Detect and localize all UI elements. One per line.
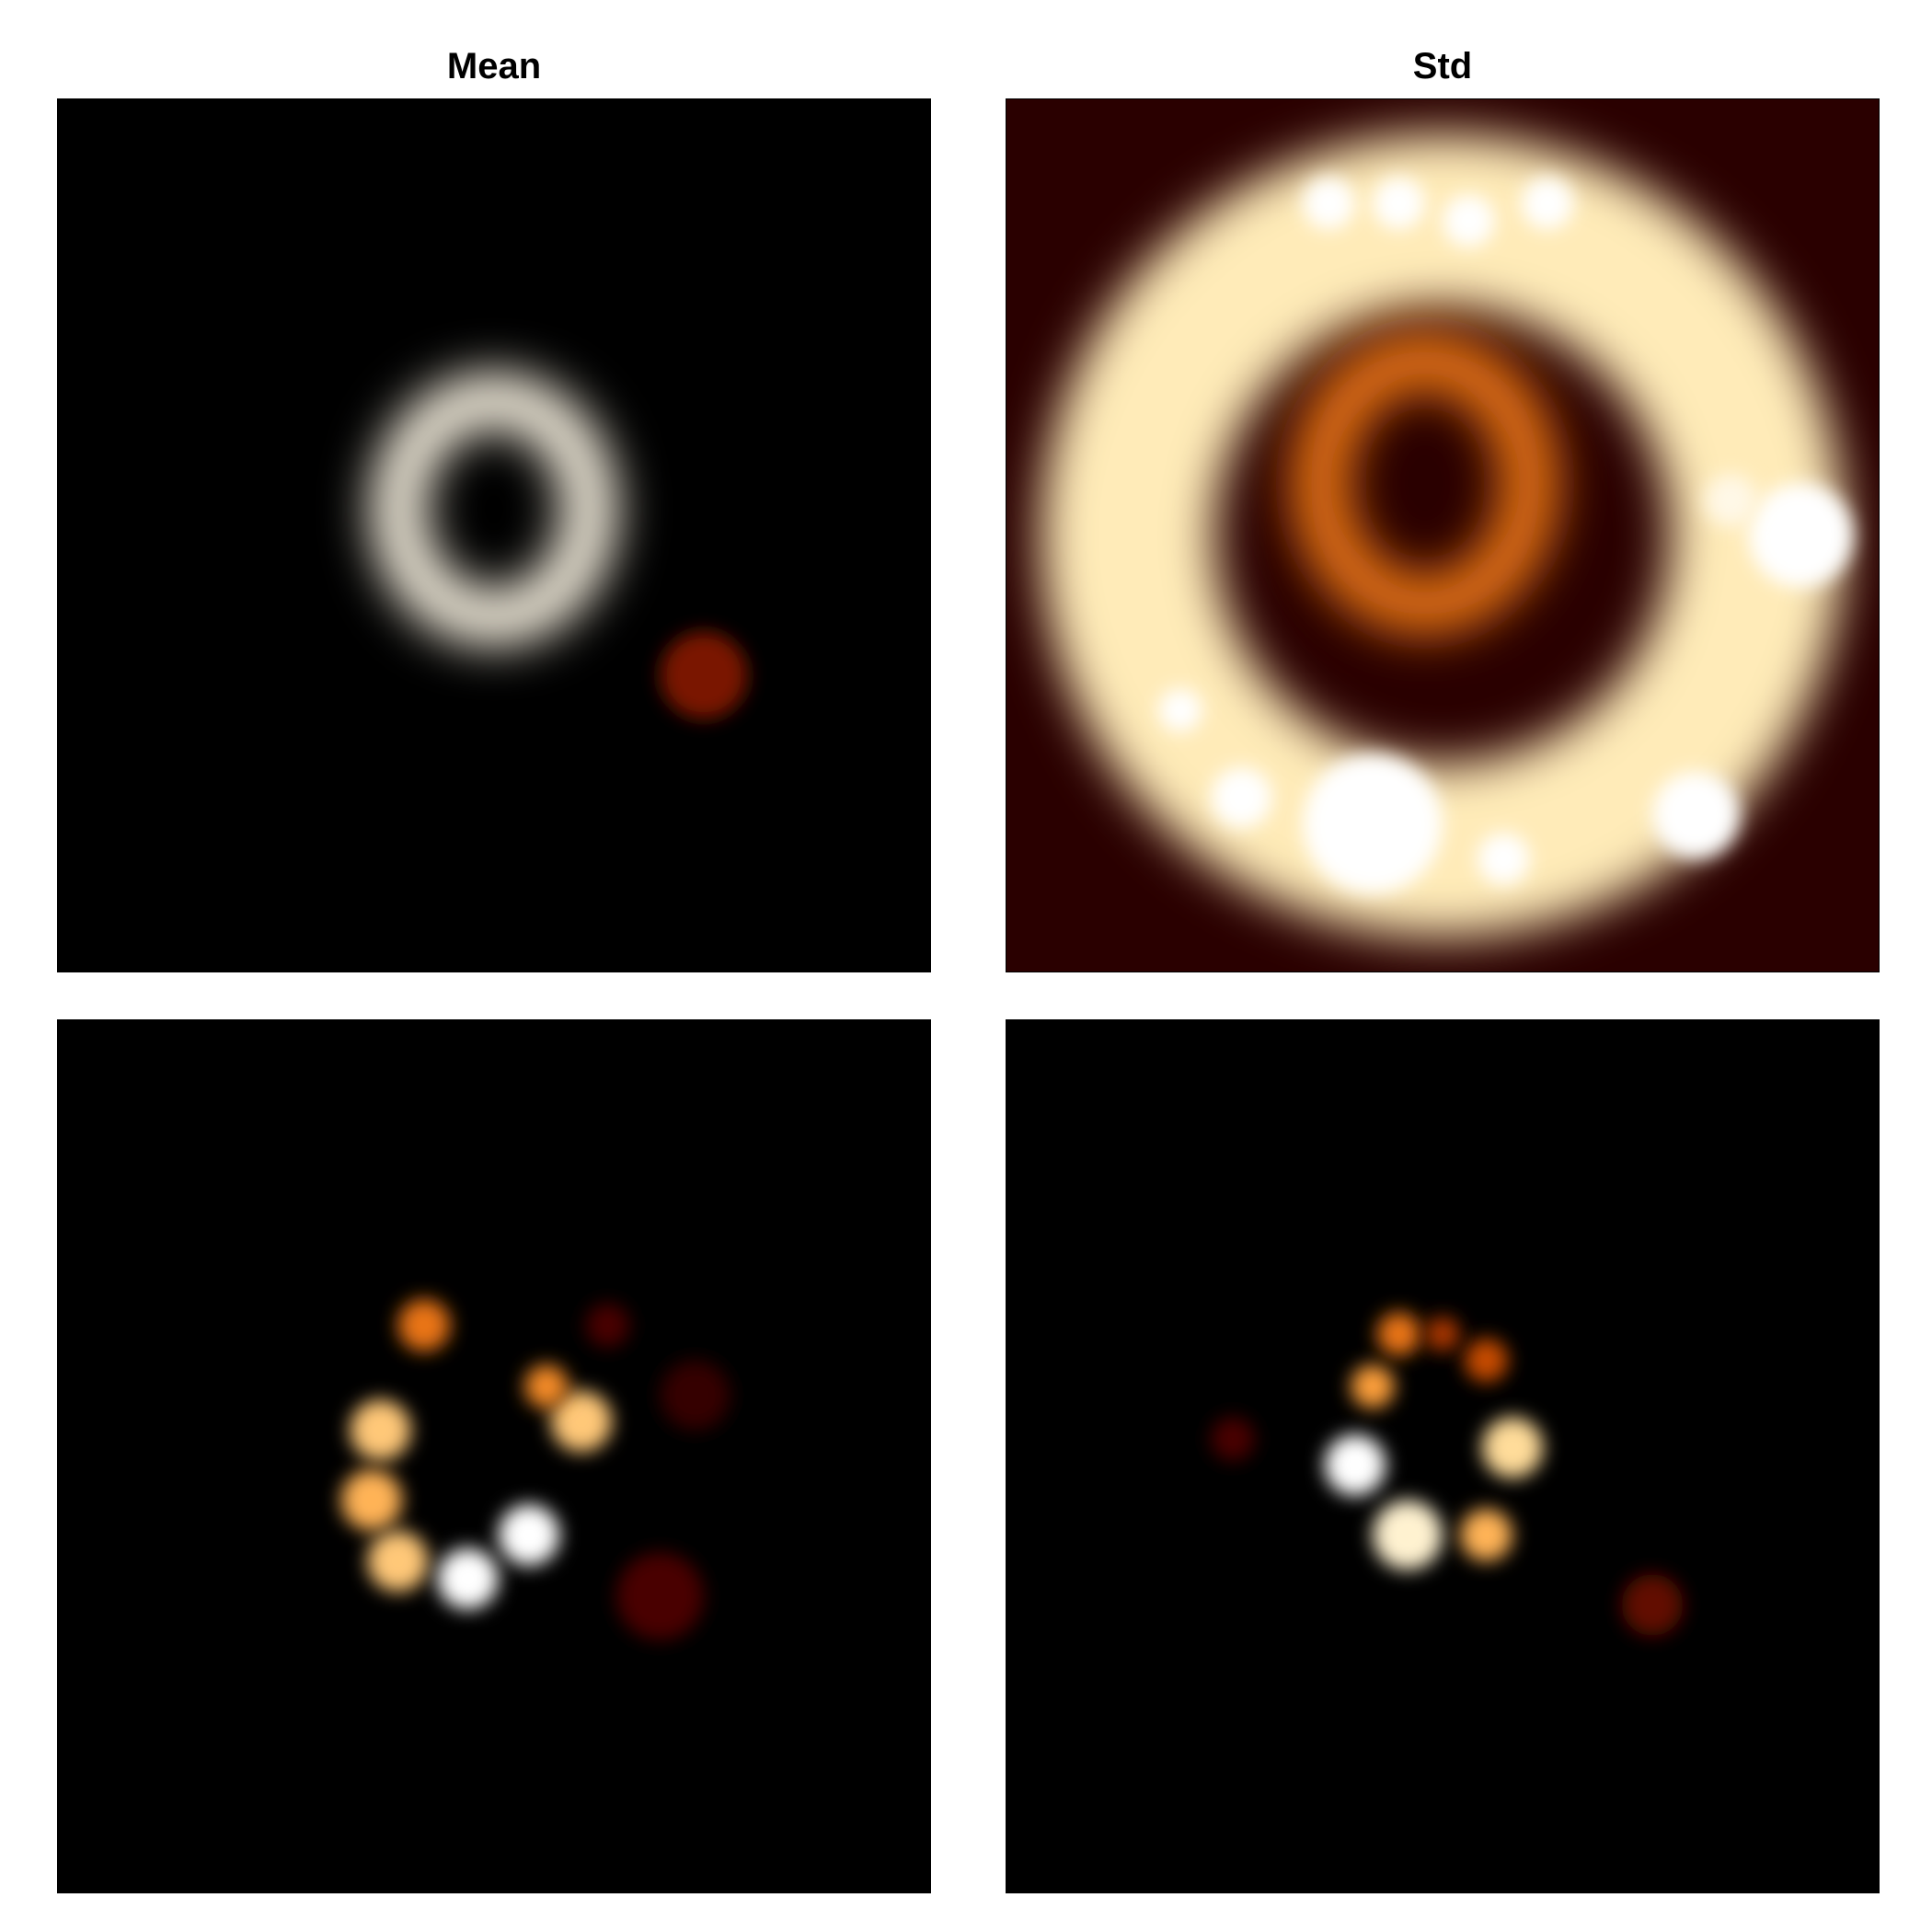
heatmap-blob-6 [550,1390,613,1453]
heatmap-blob-6 [1443,194,1495,247]
heatmap-std-bottom [1006,1019,1880,1893]
heatmap-blob-10 [1158,688,1202,732]
heatmap-blob-11 [1652,771,1740,859]
heatmap-blob-4 [1303,177,1355,230]
heatmap-background [1006,1019,1880,1893]
heatmap-blob-3 [1373,1500,1443,1570]
heatmap-mean-top [57,98,931,972]
heatmap-std-top-canvas [1006,98,1880,972]
heatmap-blob-0 [1324,1434,1386,1496]
heatmap-blob-2 [1303,753,1443,894]
heatmap-blob-2 [340,1469,403,1531]
heatmap-blob-12 [1705,474,1757,527]
heatmap-blob-7 [1521,177,1574,230]
heatmap-blob-3 [367,1530,429,1593]
heatmap-blob-9 [1478,833,1530,885]
heatmap-frame [1006,1019,1880,1893]
heatmap-frame [1006,98,1880,972]
heatmap-blob-6 [1464,1338,1509,1383]
heatmap-std-bottom-canvas [1006,1019,1880,1893]
heatmap-blob-9 [1621,1574,1684,1636]
heatmap-mean-bottom [57,1019,931,1893]
heatmap-mean-top-canvas [57,98,931,972]
heatmap-blob-0 [397,1299,451,1351]
column-title-mean: Mean [446,46,542,86]
heatmap-ring-1 [1291,331,1559,635]
heatmap-std-top [1006,98,1880,972]
heatmap-blob-5 [498,1504,560,1566]
heatmap-blob-10 [616,1552,704,1640]
heatmap-blob-7 [524,1364,569,1409]
heatmap-blob-4 [1460,1509,1512,1561]
heatmap-blob-3 [1748,483,1854,588]
heatmap-blob-8 [1211,766,1272,829]
heatmap-blob-1 [660,631,748,719]
heatmap-blob-7 [1425,1317,1460,1351]
heatmap-blob-8 [1211,1417,1255,1461]
heatmap-frame [57,98,931,972]
heatmap-blob-2 [1376,1312,1421,1356]
heatmap-background [57,1019,931,1893]
heatmap-ring-0 [371,374,617,645]
heatmap-blob-9 [660,1360,730,1431]
heatmap-blob-5 [1373,177,1425,230]
heatmap-blob-4 [437,1547,499,1610]
heatmap-blob-1 [350,1399,411,1461]
heatmap-frame [57,1019,931,1893]
heatmap-blob-5 [1481,1417,1544,1478]
heatmap-background [57,98,931,972]
heatmap-blob-8 [585,1303,630,1348]
column-title-std: Std [1412,46,1473,86]
heatmap-blob-1 [1351,1364,1395,1409]
heatmap-mean-bottom-canvas [57,1019,931,1893]
